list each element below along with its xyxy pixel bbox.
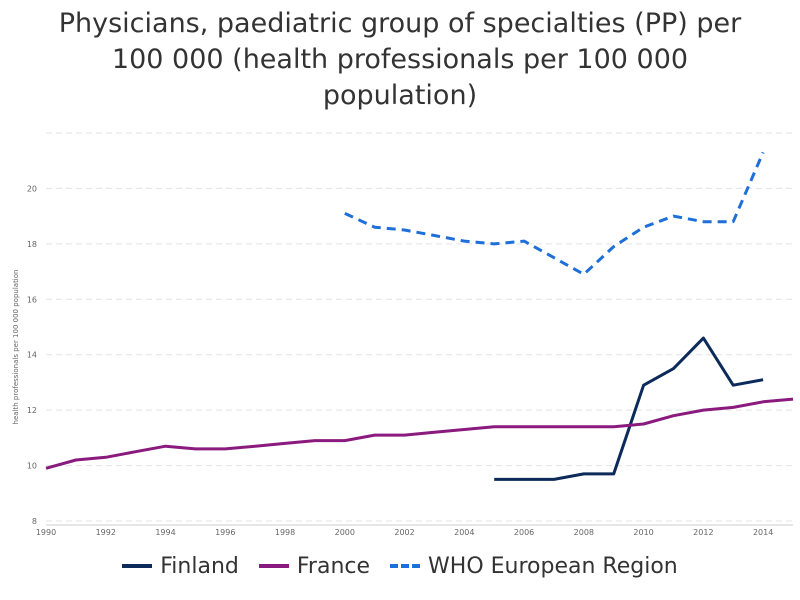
x-tick-labels: 1990 1992 1994 1996 1998 2000 2002 2004 2006 2008… xyxy=(36,528,773,537)
y-tick-12: 12 xyxy=(27,406,37,415)
legend-label-who-european-region: WHO European Region xyxy=(428,553,678,579)
y-tick-8: 8 xyxy=(32,517,37,526)
x-tick-1990: 1990 xyxy=(36,528,56,537)
title-line-3: population) xyxy=(322,80,478,111)
x-tick-2006: 2006 xyxy=(514,528,534,537)
chart-title: Physicians, paediatric group of specialt… xyxy=(0,6,800,114)
series-line-finland[interactable] xyxy=(494,336,764,481)
x-tick-2010: 2010 xyxy=(633,528,653,537)
y-axis-label: health professionals per 100 000 populat… xyxy=(12,270,20,425)
series-line-france[interactable] xyxy=(45,397,794,470)
x-tick-1996: 1996 xyxy=(215,528,235,537)
x-tick-1998: 1998 xyxy=(275,528,295,537)
legend-swatch-france xyxy=(258,564,289,568)
x-tick-2008: 2008 xyxy=(574,528,594,537)
x-tick-1994: 1994 xyxy=(155,528,175,537)
x-tick-2000: 2000 xyxy=(335,528,355,537)
legend-swatch-who-european-region xyxy=(390,564,421,568)
legend-label-france: France xyxy=(296,553,371,579)
series-line-who-european-region[interactable] xyxy=(344,151,765,276)
x-tick-2002: 2002 xyxy=(394,528,414,537)
legend-item-who-european-region[interactable]: WHO European Region xyxy=(390,554,678,579)
y-tick-16: 16 xyxy=(27,295,37,304)
grid-lines xyxy=(46,132,793,526)
legend-swatch-finland xyxy=(122,564,153,568)
legend-label-finland: Finland xyxy=(160,553,239,579)
x-tick-2014: 2014 xyxy=(753,528,773,537)
title-line-1: Physicians, paediatric group of specialt… xyxy=(58,8,742,39)
y-tick-20: 20 xyxy=(27,184,37,193)
y-tick-labels: 8 10 12 14 16 18 20 xyxy=(27,184,37,526)
y-tick-14: 14 xyxy=(27,351,37,360)
legend-item-finland[interactable]: Finland xyxy=(122,554,239,579)
x-tick-2012: 2012 xyxy=(693,528,713,537)
legend: Finland France WHO European Region xyxy=(0,550,800,582)
y-tick-18: 18 xyxy=(27,240,37,249)
x-tick-1992: 1992 xyxy=(96,528,116,537)
y-tick-10: 10 xyxy=(27,462,37,471)
x-tick-2004: 2004 xyxy=(454,528,474,537)
title-line-2: 100 000 (health professionals per 100 00… xyxy=(111,44,689,75)
series-lines xyxy=(45,151,794,481)
legend-item-france[interactable]: France xyxy=(258,553,371,579)
